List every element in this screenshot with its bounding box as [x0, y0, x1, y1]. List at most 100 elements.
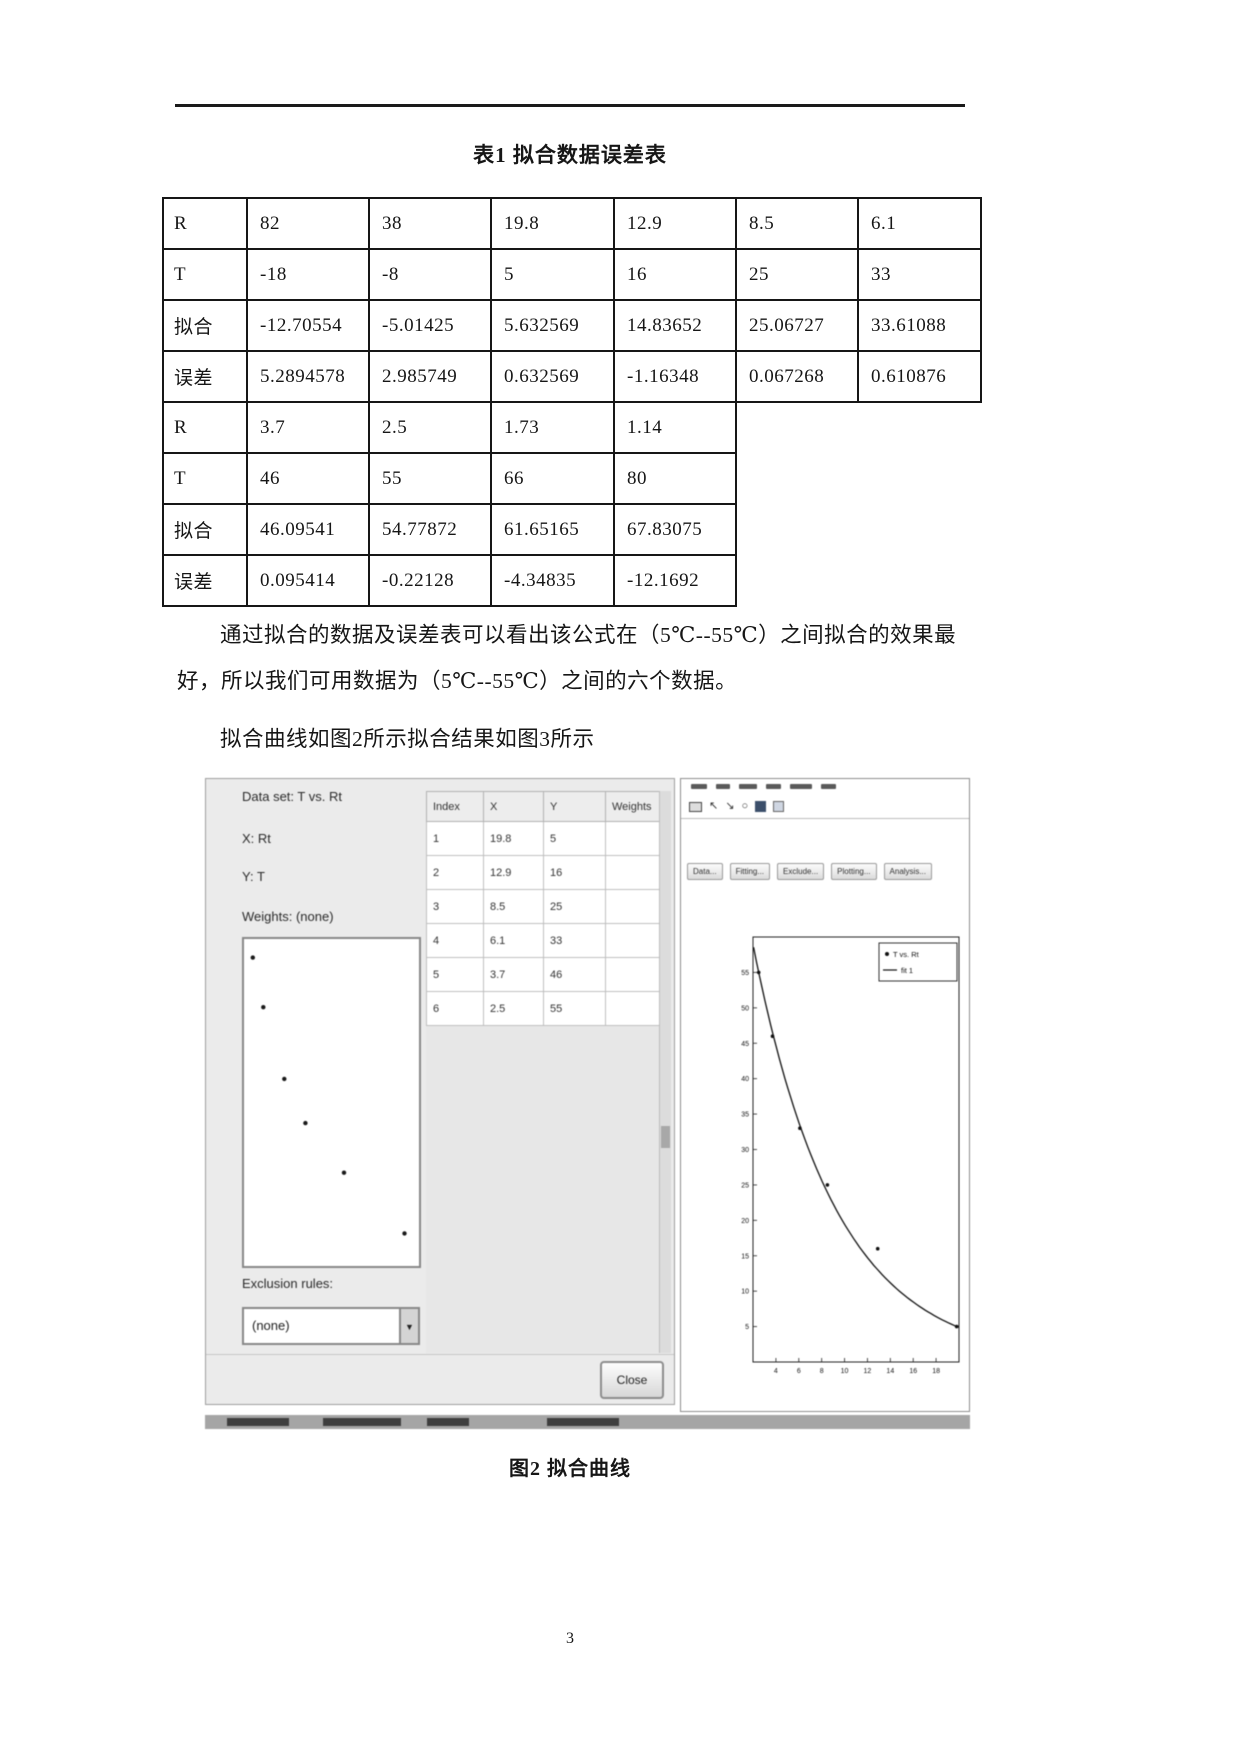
row-label: 误差 [162, 350, 248, 403]
taskbar-item-blob [547, 1418, 619, 1426]
data-cell[interactable]: 33 [543, 923, 606, 958]
cell: -4.34835 [490, 554, 615, 607]
data-button[interactable]: Data... [687, 863, 723, 880]
cell: -12.1692 [613, 554, 737, 607]
data-cell[interactable] [605, 855, 660, 890]
cell: 14.83652 [613, 299, 737, 352]
zoom-icon[interactable]: ○ [741, 800, 749, 812]
data-cell[interactable]: 3.7 [483, 957, 544, 992]
cursor-arrow-icon[interactable]: ↖ [709, 800, 719, 812]
data-cell[interactable]: 6 [426, 991, 484, 1026]
data-point [954, 1324, 959, 1329]
row-label: R [162, 401, 248, 454]
data-cell[interactable]: 19.8 [483, 821, 544, 856]
cell: 6.1 [857, 197, 982, 250]
cell: 1.14 [613, 401, 737, 454]
grid-toggle-icon[interactable] [773, 801, 785, 812]
page-number: 3 [566, 1630, 574, 1647]
print-icon[interactable] [689, 801, 702, 812]
cell: 66 [490, 452, 615, 505]
data-cell[interactable]: 12.9 [483, 855, 544, 890]
y-tick-label: 10 [741, 1289, 749, 1296]
data-cell[interactable]: 3 [426, 889, 484, 924]
x-variable-label: X: Rt [242, 831, 271, 846]
menu-item-blob[interactable] [716, 784, 730, 789]
data-cell[interactable] [605, 889, 660, 924]
menu-item-blob[interactable] [790, 784, 812, 789]
table-row: T 46 55 66 80 [162, 452, 981, 505]
paragraph-analysis: 通过拟合的数据及误差表可以看出该公式在（5℃--55℃）之间拟合的效果最好，所以… [177, 623, 957, 693]
x-tick-label: 10 [841, 1368, 849, 1375]
y-tick-label: 55 [741, 970, 749, 977]
plotting-button[interactable]: Plotting... [831, 863, 877, 880]
table-scrollbar[interactable] [659, 791, 671, 1353]
empty-region [736, 555, 981, 606]
analysis-button[interactable]: Analysis... [883, 863, 932, 880]
y-tick-label: 15 [741, 1253, 749, 1260]
table1-caption: 表1 拟合数据误差表 [473, 143, 667, 167]
preview-point [341, 1170, 347, 1175]
cell: -1.16348 [613, 350, 737, 403]
data-cell[interactable]: 2.5 [483, 991, 544, 1026]
cell: 8.5 [735, 197, 859, 250]
cell: 0.632569 [490, 350, 615, 403]
data-cell[interactable]: 1 [426, 821, 484, 856]
legend-entry-data: T vs. Rt [893, 950, 920, 959]
figure-caption: 图2 拟合曲线 [509, 1458, 631, 1480]
cell: 54.77872 [368, 503, 492, 556]
data-cell[interactable]: 6.1 [483, 923, 544, 958]
row-label: R [162, 197, 248, 250]
menu-item-blob[interactable] [821, 784, 836, 789]
data-table-row: 2 12.9 16 [426, 855, 660, 890]
dropdown-arrow-icon[interactable]: ▼ [399, 1309, 418, 1343]
cell: 5.632569 [490, 299, 615, 352]
fitting-button[interactable]: Fitting... [729, 863, 771, 880]
column-header: X [483, 791, 544, 822]
data-cell[interactable] [605, 991, 660, 1026]
data-cell[interactable]: 5 [426, 957, 484, 992]
close-button[interactable]: Close [600, 1361, 664, 1399]
cell: 61.65165 [490, 503, 615, 556]
data-cell[interactable]: 16 [543, 855, 606, 890]
cell: -12.70554 [246, 299, 370, 352]
cell: 0.610876 [857, 350, 982, 403]
exclude-button[interactable]: Exclude... [777, 863, 825, 880]
cell: 80 [613, 452, 737, 505]
x-tick-label: 14 [886, 1368, 894, 1375]
y-tick-label: 5 [745, 1324, 749, 1331]
data-point [756, 970, 761, 975]
cell: 46.09541 [246, 503, 370, 556]
action-button-row: Data... Fitting... Exclude... Plotting... An… [687, 863, 932, 880]
data-cell[interactable]: 2 [426, 855, 484, 890]
y-tick-label: 30 [741, 1147, 749, 1154]
legend-toggle-icon[interactable] [755, 801, 767, 812]
data-cell[interactable]: 8.5 [483, 889, 544, 924]
data-cell[interactable] [605, 923, 660, 958]
column-header: Index [426, 791, 484, 822]
cell: 5.2894578 [246, 350, 370, 403]
data-cell[interactable]: 25 [543, 889, 606, 924]
menu-bar [681, 779, 969, 795]
fit-plot: 5 10 15 20 25 30 35 40 45 50 55 4 6 8 10 12 14 16 18 T vs. … [741, 936, 960, 1375]
pan-arrow-icon[interactable]: ↘ [725, 800, 735, 812]
table-row: 误差 5.2894578 2.985749 0.632569 -1.16348 0.067… [162, 350, 982, 403]
legend-entry-fit: fit 1 [901, 966, 913, 975]
menu-item-blob[interactable] [739, 784, 757, 789]
data-table-row: 5 3.7 46 [426, 957, 660, 992]
scrollbar-thumb[interactable] [661, 1126, 670, 1148]
data-cell[interactable]: 55 [543, 991, 606, 1026]
cell: 1.73 [490, 401, 615, 454]
data-cell[interactable]: 4 [426, 923, 484, 958]
exclusion-rules-dropdown[interactable]: (none) ▼ [242, 1307, 420, 1345]
preview-plot [242, 937, 421, 1268]
menu-item-blob[interactable] [691, 784, 707, 789]
data-point [825, 1183, 830, 1187]
data-cell[interactable]: 5 [543, 821, 606, 856]
data-cell[interactable] [605, 957, 660, 992]
x-tick-label: 18 [932, 1368, 940, 1375]
data-cell[interactable]: 46 [543, 957, 606, 992]
menu-item-blob[interactable] [766, 784, 781, 789]
data-cell[interactable] [605, 821, 660, 856]
row-label: 拟合 [162, 503, 248, 556]
